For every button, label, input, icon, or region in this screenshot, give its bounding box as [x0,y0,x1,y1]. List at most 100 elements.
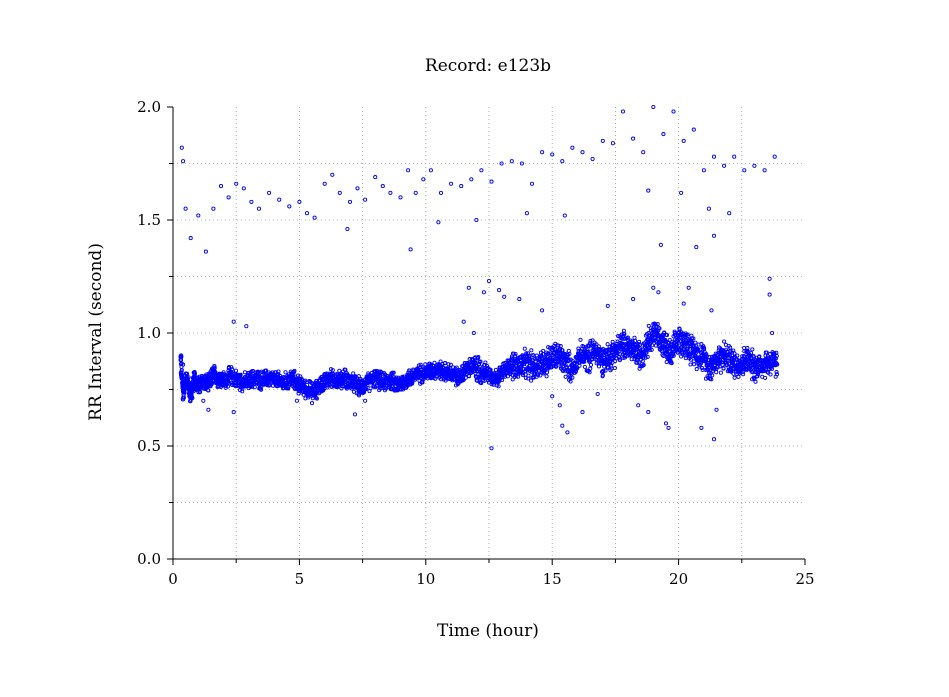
rr-point [400,387,406,392]
rr-point [486,371,492,376]
rr-point [722,339,727,344]
rr-point [403,378,408,383]
rr-point [449,181,454,186]
rr-point [365,380,370,385]
rr-point [398,195,403,200]
rr-point [722,353,727,358]
rr-point [587,370,592,375]
rr-point [701,168,706,173]
rr-point [327,376,332,381]
rr-point [699,353,704,358]
rr-point [623,342,628,347]
rr-point [699,425,704,430]
rr-point [718,370,723,375]
rr-point [192,371,197,376]
rr-point [631,297,636,302]
rr-point [691,127,696,132]
rr-point [448,362,453,367]
rr-point [345,226,350,232]
rr-point [183,206,188,211]
rr-point [540,308,545,313]
rr-point [603,368,608,373]
rr-point [676,345,681,350]
rr-point [722,163,727,168]
rr-point [664,359,669,365]
rr-point [644,350,649,355]
rr-point [432,360,437,365]
rr-point [309,401,315,406]
rr-point [646,188,651,193]
rr-point [413,190,418,195]
rr-point [320,380,325,385]
rr-point [242,370,247,375]
rr-point [606,365,611,370]
rr-point [509,159,514,164]
rr-point [378,373,383,379]
rr-point [380,380,385,385]
rr-point [572,361,577,367]
rr-point [292,368,297,373]
rr-point [707,354,712,360]
rr-point [206,382,211,388]
rr-point [575,366,580,371]
rr-point [637,342,643,347]
rr-point [680,352,685,357]
rr-point [304,211,310,216]
rr-point [751,355,756,360]
rr-point [466,374,472,379]
rr-point [732,351,737,356]
rr-point [714,358,719,363]
rr-point [688,362,693,367]
rr-point [499,161,504,166]
rr-point [612,365,617,371]
rr-point [421,177,426,182]
rr-point [651,104,656,110]
rr-point [181,362,186,367]
rr-point [441,369,446,374]
rr-point [350,380,355,385]
rr-point [198,389,203,394]
rr-point [481,290,486,295]
rr-point [556,343,561,348]
rr-point [178,358,183,363]
rr-point [505,374,511,379]
rr-point [570,375,575,380]
rr-point [714,407,719,412]
rr-point [363,197,368,202]
rr-point [226,381,231,386]
rr-point [517,364,522,369]
rr-point [536,372,541,377]
rr-point [211,371,216,376]
rr-point [655,321,660,327]
rr-point [711,233,717,238]
rr-point [668,358,673,364]
rr-point [641,362,646,368]
rr-point [524,362,529,367]
rr-point [560,159,565,164]
rr-point [256,206,262,211]
rr-point [209,381,214,386]
rr-point [433,376,438,381]
rr-point [588,366,593,371]
rr-point [715,365,720,370]
rr-point [355,186,360,191]
rr-point [226,365,232,370]
rr-point [436,220,441,225]
rr-point [291,372,296,377]
rr-point [752,364,757,369]
rr-point [330,172,335,177]
data-points [178,104,780,451]
rr-point [711,154,717,159]
rr-point [410,380,415,385]
rr-point [550,152,555,157]
rr-point [681,138,686,143]
rr-point [483,360,488,365]
rr-point [762,168,767,173]
chart-title: Record: e123b [425,56,551,76]
rr-point [656,325,661,330]
rr-point [524,211,529,216]
rr-point [671,109,676,114]
rr-point [274,378,279,383]
rr-point [305,382,310,387]
y-tick-label: 2.0 [137,98,161,116]
